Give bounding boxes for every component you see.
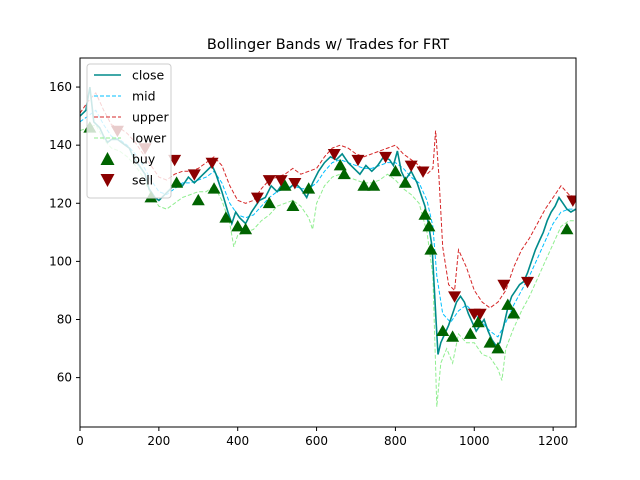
buy-marker-22: [446, 330, 460, 342]
legend-label-sell: sell: [132, 173, 153, 188]
buy-marker-10: [286, 199, 300, 212]
sell-marker-14: [448, 291, 462, 303]
buy-marker-20: [424, 243, 438, 255]
sell-marker-4: [205, 157, 219, 170]
buy-marker-25: [483, 336, 497, 348]
x-tick-label-1000: 1000: [459, 434, 490, 448]
y-tick-label-60: 60: [57, 371, 72, 385]
buy-marker-12: [333, 159, 347, 171]
buy-marker-15: [367, 179, 381, 191]
buy-marker-27: [501, 298, 515, 310]
x-tick-label-0: 0: [76, 434, 84, 448]
y-tick-label-120: 120: [49, 196, 72, 210]
sell-marker-9: [327, 149, 341, 161]
legend-label-mid: mid: [132, 89, 156, 104]
axes: 0 200 400 600 800 1000 1200 60 80 100 120 140 160: [49, 57, 577, 448]
buy-marker-21: [436, 324, 450, 336]
buy-marker-14: [357, 179, 371, 191]
buy-marker-2: [170, 176, 184, 188]
buy-marker-19: [422, 220, 436, 232]
legend-label-buy: buy: [132, 152, 156, 167]
sell-marker-11: [379, 151, 393, 164]
sell-marker-6: [262, 175, 276, 187]
buy-marker-17: [398, 176, 412, 188]
sell-marker-19: [566, 195, 576, 207]
legend-handle-sell: [100, 174, 115, 187]
sell-marker-17: [497, 279, 511, 292]
sell-marker-13: [416, 166, 430, 178]
buy-marker-7: [239, 222, 253, 235]
x-tick-label-800: 800: [384, 434, 407, 448]
sell-marker-5: [250, 192, 264, 204]
y-tick-label-80: 80: [57, 312, 72, 326]
x-tick-label-200: 200: [147, 434, 170, 448]
buy-marker-11: [302, 182, 316, 194]
sell-marker-8: [288, 178, 302, 190]
chart-title: Bollinger Bands w/ Trades for FRT: [207, 37, 449, 53]
buy-marker-6: [231, 220, 245, 232]
legend: close mid upper lower buy sell: [86, 63, 172, 199]
x-tick-label-400: 400: [226, 434, 249, 448]
buy-marker-24: [471, 315, 485, 328]
buy-marker-29: [560, 222, 574, 235]
series-line-mid: [80, 109, 576, 338]
legend-label-close: close: [132, 68, 165, 83]
legend-label-lower: lower: [132, 131, 167, 146]
buy-marker-16: [388, 164, 402, 177]
y-tick-label-100: 100: [49, 254, 72, 268]
buy-marker-13: [337, 167, 351, 180]
buy-marker-3: [191, 193, 205, 206]
sell-marker-12: [404, 160, 418, 173]
sell-marker-10: [351, 154, 365, 167]
y-tick-label-160: 160: [49, 80, 72, 94]
buy-marker-28: [507, 307, 521, 319]
x-tick-label-600: 600: [305, 434, 328, 448]
buy-marker-23: [463, 327, 477, 339]
sell-marker-18: [521, 276, 535, 289]
buy-marker-8: [262, 196, 276, 209]
series-line-lower: [80, 124, 576, 407]
axes-frame: [79, 57, 577, 428]
buy-marker-5: [219, 211, 233, 223]
buy-marker-26: [491, 342, 505, 354]
sell-marker-16: [473, 308, 487, 321]
sell-marker-7: [274, 175, 288, 187]
buy-marker-4: [207, 182, 221, 194]
legend-handle-buy: [100, 152, 115, 165]
sell-marker-3: [187, 169, 201, 181]
legend-label-upper: upper: [132, 110, 169, 125]
y-tick-label-140: 140: [49, 138, 72, 152]
buy-marker-9: [278, 179, 292, 191]
buy-marker-18: [418, 208, 432, 220]
x-tick-label-1200: 1200: [538, 434, 569, 448]
